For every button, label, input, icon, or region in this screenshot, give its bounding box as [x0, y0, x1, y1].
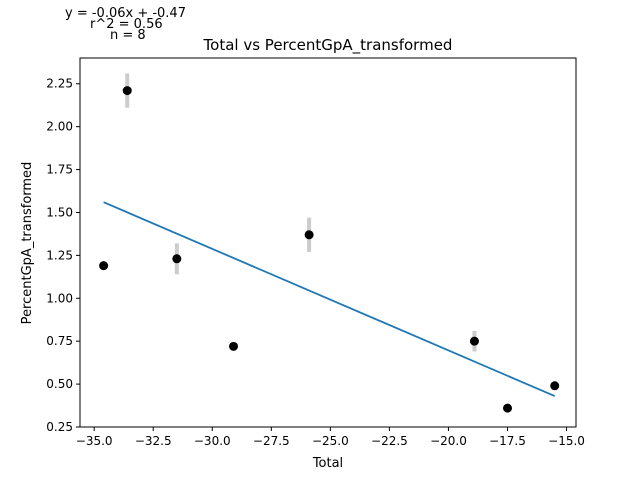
data-point — [229, 341, 239, 351]
chart-title: Total vs PercentGpA_transformed — [203, 36, 453, 55]
x-tick-label: −22.5 — [371, 434, 408, 448]
y-tick-label: 2.25 — [46, 77, 73, 91]
y-tick-label: 1.50 — [46, 205, 73, 219]
x-tick-label: −32.5 — [135, 434, 172, 448]
x-tick-label: −15.0 — [548, 434, 585, 448]
data-point — [550, 381, 560, 391]
plot-area — [99, 73, 560, 413]
y-axis-label: PercentGpA_transformed — [20, 162, 35, 325]
y-tick-label: 1.25 — [46, 248, 73, 262]
data-point — [172, 254, 182, 264]
x-tick-label: −30.0 — [194, 434, 231, 448]
x-tick-label: −35.0 — [76, 434, 113, 448]
n-annotation: n = 8 — [110, 28, 146, 43]
y-tick-label: 0.50 — [46, 377, 73, 391]
equation-annotation: y = -0.06x + -0.47 — [65, 6, 186, 21]
data-point — [503, 403, 513, 413]
data-point — [304, 230, 314, 240]
x-tick-label: −20.0 — [430, 434, 467, 448]
data-point — [122, 86, 132, 96]
x-axis-label: Total — [312, 456, 343, 471]
data-point — [99, 261, 109, 271]
regression-line — [103, 201, 556, 397]
y-tick-label: 1.75 — [46, 163, 73, 177]
x-tick-label: −27.5 — [253, 434, 290, 448]
r2-annotation: r^2 = 0.56 — [90, 17, 163, 32]
plot-frame — [79, 57, 577, 428]
y-tick-label: 1.00 — [46, 291, 73, 305]
y-tick-label: 0.25 — [46, 420, 73, 434]
y-tick-label: 2.00 — [46, 120, 73, 134]
y-tick-label: 0.75 — [46, 334, 73, 348]
x-tick-label: −17.5 — [489, 434, 526, 448]
data-point — [469, 336, 479, 346]
x-tick-label: −25.0 — [312, 434, 349, 448]
